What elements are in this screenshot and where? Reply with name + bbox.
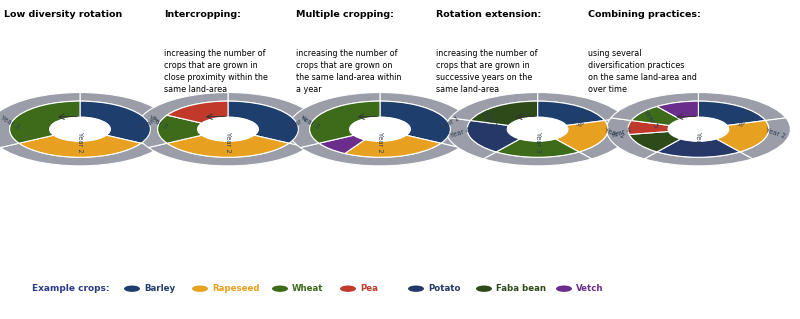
Wedge shape bbox=[148, 143, 308, 166]
Text: Potato: Potato bbox=[428, 284, 461, 293]
Wedge shape bbox=[19, 135, 141, 157]
Wedge shape bbox=[80, 101, 150, 143]
Text: using several
diversification practices
on the same land-area and
over time: using several diversification practices … bbox=[588, 49, 697, 94]
Text: Vetch: Vetch bbox=[576, 284, 603, 293]
Wedge shape bbox=[300, 143, 460, 166]
Wedge shape bbox=[158, 115, 202, 143]
Circle shape bbox=[272, 286, 288, 292]
Text: Year 2: Year 2 bbox=[225, 132, 231, 152]
Text: Year 1: Year 1 bbox=[440, 115, 461, 130]
Wedge shape bbox=[555, 121, 608, 152]
Text: Year 2: Year 2 bbox=[765, 127, 786, 139]
Wedge shape bbox=[644, 152, 753, 166]
Wedge shape bbox=[80, 93, 172, 147]
Wedge shape bbox=[310, 101, 380, 143]
Text: Year 2: Year 2 bbox=[77, 132, 83, 152]
Text: Year 5: Year 5 bbox=[642, 109, 659, 129]
Text: Year 4: Year 4 bbox=[610, 127, 632, 139]
Wedge shape bbox=[657, 101, 698, 119]
Wedge shape bbox=[450, 93, 538, 121]
Wedge shape bbox=[496, 139, 579, 157]
Wedge shape bbox=[483, 152, 592, 166]
Wedge shape bbox=[0, 143, 160, 166]
Wedge shape bbox=[319, 135, 365, 153]
Text: Intercropping:: Intercropping: bbox=[164, 10, 241, 19]
Text: Year 4: Year 4 bbox=[450, 127, 471, 139]
Wedge shape bbox=[740, 118, 790, 159]
Text: Faba bean: Faba bean bbox=[496, 284, 546, 293]
Wedge shape bbox=[380, 101, 450, 143]
Wedge shape bbox=[657, 139, 740, 157]
Wedge shape bbox=[698, 101, 766, 125]
Text: Year 3: Year 3 bbox=[695, 132, 702, 152]
Wedge shape bbox=[136, 93, 228, 147]
Text: Year 5: Year 5 bbox=[482, 109, 498, 129]
Wedge shape bbox=[538, 101, 605, 125]
Wedge shape bbox=[345, 135, 441, 157]
Text: increasing the number of
crops that are grown on
the same land-area within
a yea: increasing the number of crops that are … bbox=[296, 49, 402, 94]
Wedge shape bbox=[288, 93, 380, 147]
Text: Year 3: Year 3 bbox=[0, 115, 20, 130]
Text: Pea: Pea bbox=[360, 284, 378, 293]
Circle shape bbox=[192, 286, 208, 292]
Wedge shape bbox=[228, 93, 320, 147]
Wedge shape bbox=[380, 93, 472, 147]
Text: Year 2: Year 2 bbox=[377, 132, 383, 152]
Circle shape bbox=[507, 117, 568, 141]
Wedge shape bbox=[579, 118, 630, 159]
Wedge shape bbox=[167, 135, 289, 157]
Wedge shape bbox=[631, 107, 681, 125]
Text: Year 3: Year 3 bbox=[534, 132, 541, 152]
Text: Year 3: Year 3 bbox=[299, 115, 320, 130]
Text: Low diversity rotation: Low diversity rotation bbox=[4, 10, 122, 19]
Text: Year 1: Year 1 bbox=[738, 109, 754, 129]
Circle shape bbox=[198, 117, 258, 141]
Wedge shape bbox=[630, 131, 681, 152]
Wedge shape bbox=[611, 93, 698, 121]
Text: Year 2: Year 2 bbox=[604, 127, 626, 139]
Circle shape bbox=[476, 286, 492, 292]
Text: Combining practices:: Combining practices: bbox=[588, 10, 701, 19]
Wedge shape bbox=[628, 121, 670, 134]
Circle shape bbox=[124, 286, 140, 292]
Text: Rapeseed: Rapeseed bbox=[212, 284, 259, 293]
Wedge shape bbox=[606, 118, 657, 159]
Wedge shape bbox=[470, 101, 538, 125]
Text: Rotation extension:: Rotation extension: bbox=[436, 10, 542, 19]
Wedge shape bbox=[538, 93, 625, 121]
Text: Multiple cropping:: Multiple cropping: bbox=[296, 10, 394, 19]
Text: Year 3: Year 3 bbox=[147, 115, 168, 130]
Wedge shape bbox=[467, 121, 520, 152]
Wedge shape bbox=[0, 93, 80, 147]
Wedge shape bbox=[446, 118, 496, 159]
Circle shape bbox=[340, 286, 356, 292]
Wedge shape bbox=[716, 121, 769, 152]
Text: Year 1: Year 1 bbox=[140, 115, 161, 130]
Text: increasing the number of
crops that are grown in
successive years on the
same la: increasing the number of crops that are … bbox=[436, 49, 538, 94]
Circle shape bbox=[50, 117, 110, 141]
Circle shape bbox=[556, 286, 572, 292]
Text: Year 1: Year 1 bbox=[288, 115, 309, 130]
Text: Barley: Barley bbox=[144, 284, 175, 293]
Text: Year 1: Year 1 bbox=[577, 109, 594, 129]
Circle shape bbox=[350, 117, 410, 141]
Circle shape bbox=[408, 286, 424, 292]
Wedge shape bbox=[10, 101, 80, 143]
Text: Wheat: Wheat bbox=[292, 284, 323, 293]
Wedge shape bbox=[228, 101, 298, 143]
Wedge shape bbox=[167, 101, 228, 123]
Wedge shape bbox=[698, 93, 786, 121]
Circle shape bbox=[668, 117, 729, 141]
Text: Example crops:: Example crops: bbox=[32, 284, 110, 293]
Text: increasing the number of
crops that are grown in
close proximity within the
same: increasing the number of crops that are … bbox=[164, 49, 268, 94]
